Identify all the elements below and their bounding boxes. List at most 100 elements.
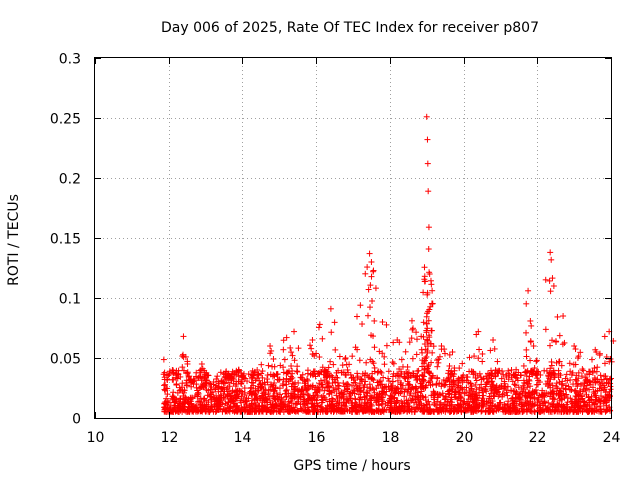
data-point bbox=[417, 380, 424, 387]
data-point bbox=[503, 389, 510, 396]
data-point bbox=[504, 392, 511, 399]
data-point bbox=[164, 385, 171, 392]
grid-lines bbox=[95, 58, 611, 418]
data-point bbox=[370, 386, 377, 393]
data-point bbox=[282, 387, 289, 394]
data-point bbox=[553, 383, 560, 390]
data-point bbox=[498, 375, 505, 382]
data-point bbox=[234, 402, 241, 409]
data-point bbox=[204, 392, 211, 399]
data-point bbox=[431, 401, 438, 408]
data-point bbox=[550, 401, 557, 408]
data-points bbox=[160, 113, 617, 415]
data-point bbox=[460, 400, 467, 407]
data-point bbox=[393, 399, 400, 406]
data-point bbox=[452, 388, 459, 395]
data-point bbox=[473, 386, 480, 393]
data-point bbox=[440, 392, 447, 399]
data-point bbox=[304, 370, 311, 377]
data-point bbox=[597, 372, 604, 379]
data-point bbox=[364, 396, 371, 403]
data-point bbox=[363, 359, 370, 366]
data-point bbox=[380, 389, 387, 396]
data-point bbox=[577, 349, 584, 356]
data-point bbox=[545, 399, 552, 406]
data-point bbox=[193, 373, 200, 380]
data-point bbox=[385, 368, 392, 375]
data-point bbox=[565, 383, 572, 390]
data-point bbox=[466, 354, 473, 361]
data-point bbox=[334, 374, 341, 381]
data-point bbox=[467, 380, 474, 387]
data-point bbox=[350, 379, 357, 386]
data-point bbox=[442, 381, 449, 388]
data-point bbox=[404, 370, 411, 377]
data-point bbox=[541, 399, 548, 406]
data-point bbox=[463, 384, 470, 391]
data-point bbox=[355, 391, 362, 398]
data-point bbox=[533, 381, 540, 388]
data-point bbox=[399, 388, 406, 395]
data-point bbox=[356, 396, 363, 403]
data-point bbox=[348, 375, 355, 382]
data-point bbox=[409, 384, 416, 391]
data-point bbox=[162, 381, 169, 388]
data-point bbox=[379, 381, 386, 388]
data-point bbox=[227, 403, 234, 410]
data-point bbox=[192, 393, 199, 400]
data-point bbox=[434, 398, 441, 405]
data-point bbox=[481, 385, 488, 392]
data-point bbox=[438, 383, 445, 390]
data-point bbox=[386, 386, 393, 393]
data-point bbox=[464, 374, 471, 381]
data-point bbox=[277, 391, 284, 398]
data-point bbox=[241, 385, 248, 392]
data-point bbox=[329, 396, 336, 403]
data-point bbox=[410, 393, 417, 400]
data-point bbox=[577, 381, 584, 388]
data-point bbox=[518, 372, 525, 379]
data-point bbox=[586, 386, 593, 393]
data-point bbox=[418, 388, 425, 395]
data-point bbox=[471, 353, 478, 360]
data-point bbox=[524, 384, 531, 391]
data-point bbox=[314, 402, 321, 409]
data-point bbox=[421, 366, 428, 373]
data-point bbox=[291, 383, 298, 390]
data-point bbox=[379, 390, 386, 397]
data-point bbox=[521, 385, 528, 392]
data-point bbox=[526, 377, 533, 384]
data-point bbox=[160, 356, 167, 363]
data-point bbox=[395, 389, 402, 396]
data-point bbox=[432, 402, 439, 409]
data-point bbox=[426, 378, 433, 385]
data-point bbox=[248, 384, 255, 391]
data-point bbox=[411, 408, 418, 415]
data-point bbox=[509, 394, 516, 401]
data-point bbox=[265, 387, 272, 394]
data-point bbox=[195, 390, 202, 397]
data-point bbox=[283, 386, 290, 393]
data-point bbox=[196, 398, 203, 405]
data-point bbox=[197, 395, 204, 402]
data-point bbox=[258, 370, 265, 377]
data-point bbox=[404, 378, 411, 385]
data-point bbox=[440, 401, 447, 408]
data-point bbox=[505, 376, 512, 383]
data-point bbox=[174, 389, 181, 396]
data-point bbox=[472, 381, 479, 388]
data-point bbox=[161, 386, 168, 393]
data-point bbox=[419, 376, 426, 383]
data-point bbox=[515, 395, 522, 402]
data-point bbox=[579, 366, 586, 373]
data-point bbox=[177, 395, 184, 402]
data-point bbox=[274, 376, 281, 383]
data-point bbox=[264, 376, 271, 383]
data-point bbox=[568, 386, 575, 393]
data-point bbox=[500, 390, 507, 397]
data-point bbox=[213, 376, 220, 383]
data-point bbox=[287, 373, 294, 380]
data-point bbox=[401, 393, 408, 400]
data-point bbox=[488, 367, 495, 374]
